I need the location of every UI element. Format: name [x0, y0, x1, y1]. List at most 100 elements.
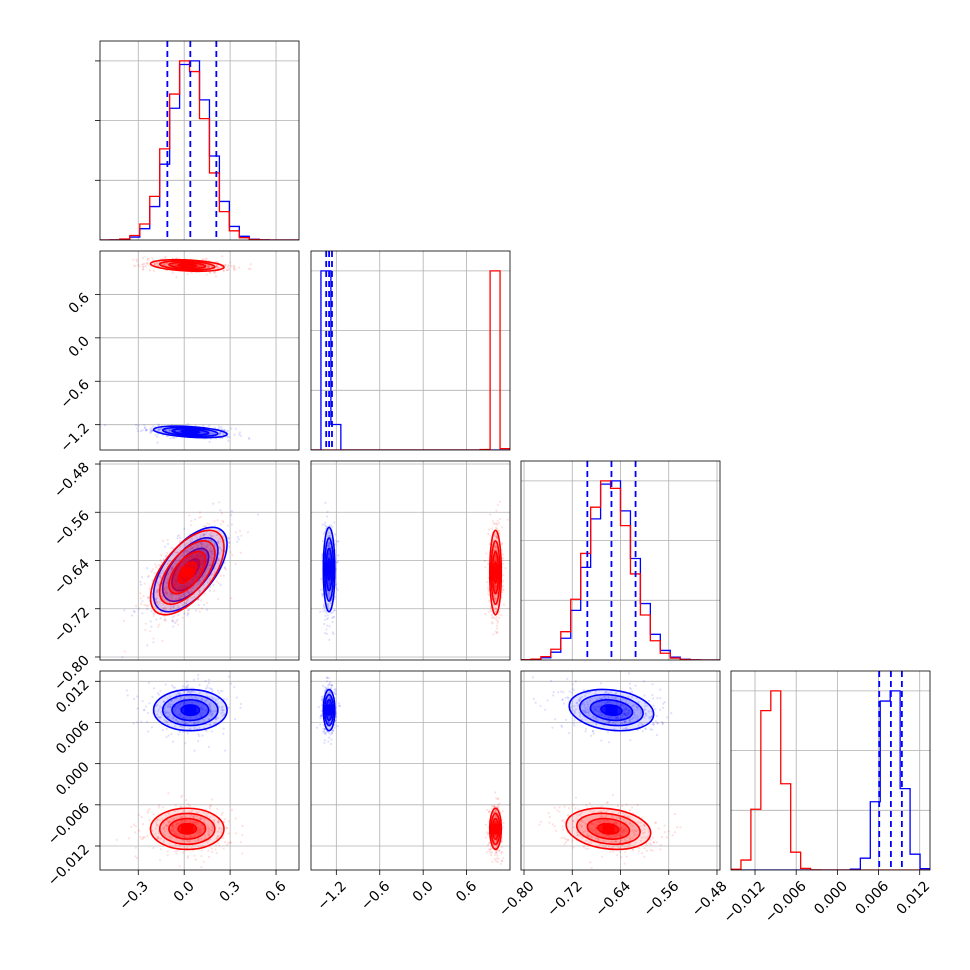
point [654, 708, 657, 711]
point [489, 846, 493, 849]
point [140, 720, 143, 723]
point [572, 689, 576, 692]
point [218, 558, 221, 562]
point [127, 837, 130, 840]
point [191, 697, 194, 700]
cell-content-2-0 [121, 501, 260, 659]
point [174, 697, 177, 700]
point [491, 527, 494, 530]
point [180, 819, 184, 822]
point [154, 563, 157, 566]
point [165, 814, 168, 817]
point [165, 593, 168, 596]
point [211, 559, 214, 562]
point [226, 265, 229, 268]
point [328, 535, 331, 538]
point [179, 697, 182, 700]
point [501, 859, 504, 863]
point [170, 567, 173, 570]
point [181, 585, 184, 588]
point [494, 821, 497, 824]
point [585, 727, 588, 730]
point [184, 700, 187, 703]
point [223, 433, 226, 436]
point [217, 542, 220, 545]
point [496, 627, 499, 630]
point [185, 551, 188, 554]
point [331, 616, 334, 620]
point [496, 620, 500, 623]
point [328, 731, 331, 735]
point [220, 512, 224, 515]
point [158, 819, 162, 822]
point [212, 534, 215, 537]
point [155, 579, 158, 582]
point [162, 569, 165, 573]
point [210, 535, 213, 538]
point [174, 551, 177, 554]
point [181, 794, 184, 797]
point [149, 630, 152, 633]
point [193, 749, 196, 752]
point [200, 866, 203, 869]
point [639, 712, 642, 715]
point [498, 616, 501, 619]
point [189, 700, 192, 703]
point [493, 594, 496, 597]
point [221, 689, 224, 692]
point [223, 429, 226, 432]
point [179, 714, 182, 717]
point [494, 810, 497, 813]
point [176, 618, 179, 621]
point [641, 723, 644, 727]
point [202, 424, 205, 427]
point [171, 620, 174, 623]
point [233, 433, 236, 436]
point [227, 841, 230, 844]
point [221, 711, 224, 714]
point [162, 832, 165, 835]
point [491, 621, 494, 624]
point [196, 554, 199, 557]
point [165, 824, 168, 828]
point [212, 552, 215, 555]
point [164, 683, 167, 686]
point [205, 257, 209, 260]
point [501, 588, 504, 591]
point [328, 701, 331, 704]
point [326, 532, 329, 535]
point [132, 823, 136, 826]
contour-3-0-1-1 [158, 812, 216, 846]
point [220, 712, 223, 715]
point [239, 551, 242, 554]
point [494, 546, 497, 549]
point [592, 732, 595, 735]
point [199, 554, 202, 557]
point [493, 584, 497, 587]
point [326, 603, 329, 606]
point [643, 716, 646, 719]
point [173, 573, 176, 577]
point [170, 699, 173, 703]
point [192, 678, 195, 681]
point [155, 262, 158, 265]
point [176, 537, 179, 540]
point [121, 656, 124, 659]
point [226, 524, 229, 527]
point [220, 426, 223, 429]
point [328, 691, 332, 695]
point [494, 554, 497, 557]
point [165, 721, 168, 724]
point [491, 622, 494, 625]
point [208, 826, 211, 829]
point [625, 708, 628, 711]
point [495, 548, 498, 551]
point [334, 693, 337, 696]
point [212, 502, 215, 505]
point [156, 590, 159, 593]
point [170, 605, 173, 608]
point [219, 584, 222, 587]
point [227, 537, 230, 540]
point [219, 431, 222, 434]
point [631, 690, 634, 693]
